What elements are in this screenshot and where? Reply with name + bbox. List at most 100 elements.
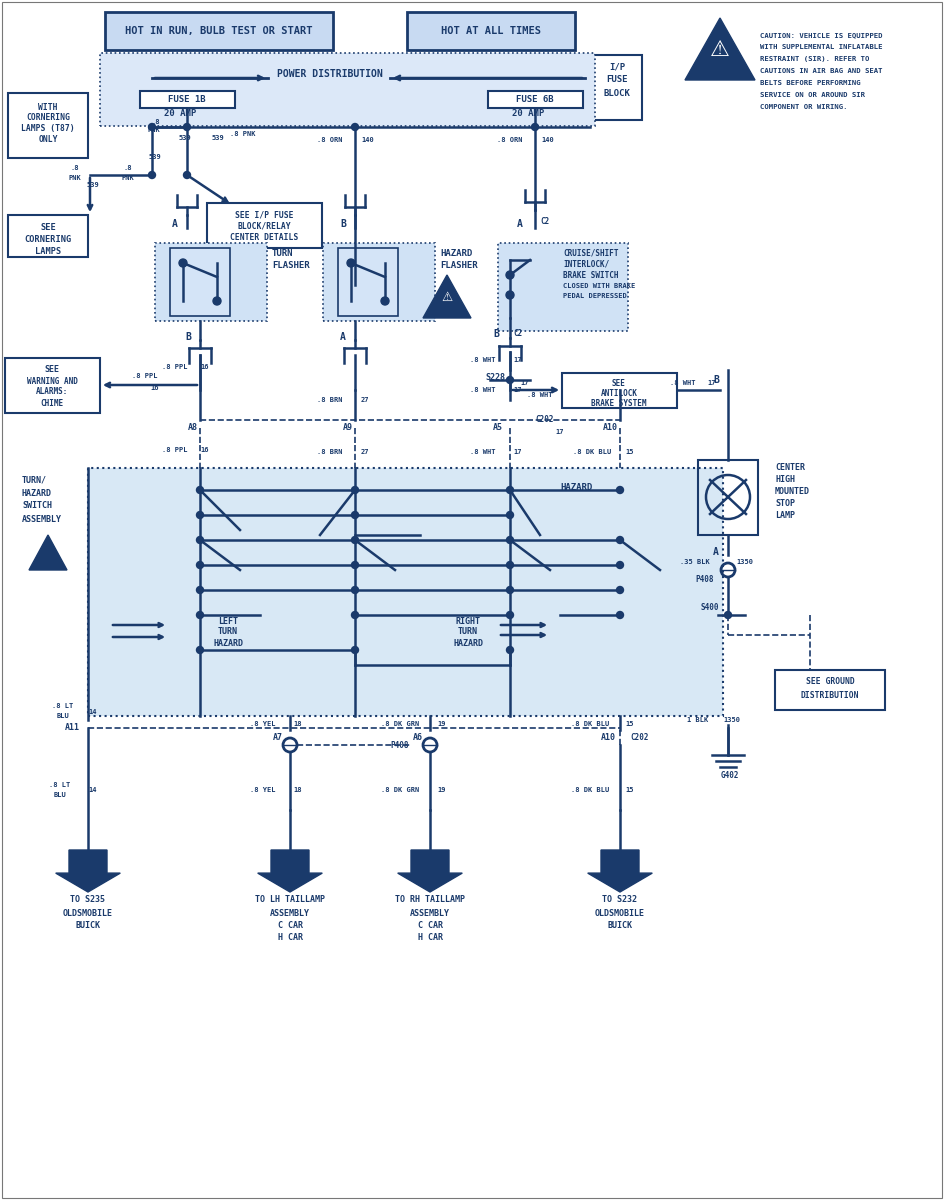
Text: CORNERING: CORNERING [25,235,72,245]
Circle shape [616,486,623,493]
Text: LAMPS (T87): LAMPS (T87) [21,125,75,133]
Text: 17: 17 [514,386,522,392]
Bar [170,248,230,316]
Text: 16: 16 [151,385,160,391]
Circle shape [507,562,514,569]
Text: .8 PPL: .8 PPL [132,373,158,379]
Text: HAZARD: HAZARD [22,488,52,498]
Text: ANTILOCK: ANTILOCK [600,389,637,397]
Bar [407,12,575,50]
Text: TO S235: TO S235 [71,895,106,905]
Text: 20 AMP: 20 AMP [512,109,544,119]
Bar [8,215,88,257]
Text: B: B [340,218,346,229]
Circle shape [506,271,514,278]
Text: TURN: TURN [458,628,478,636]
Text: SEE: SEE [41,223,56,233]
Text: DISTRIBUTION: DISTRIBUTION [801,690,859,700]
Text: 140: 140 [542,137,554,143]
Text: POWER DISTRIBUTION: POWER DISTRIBUTION [278,68,383,79]
Text: CENTER: CENTER [775,463,805,473]
Polygon shape [588,850,652,892]
Text: BUICK: BUICK [76,920,100,930]
Text: C CAR: C CAR [417,920,443,930]
Text: A: A [517,218,523,229]
Text: 15: 15 [626,449,634,455]
Circle shape [507,377,514,384]
Bar [8,92,88,158]
Text: .8 PPL: .8 PPL [162,446,188,452]
Text: HAZARD: HAZARD [440,248,472,258]
Bar [5,358,100,413]
Text: CORNERING: CORNERING [26,114,70,122]
Text: .8 WHT: .8 WHT [528,392,553,398]
Text: TURN: TURN [218,628,238,636]
Text: ⚠: ⚠ [710,40,730,60]
Text: WARNING AND: WARNING AND [26,377,77,385]
Text: .8 WHT: .8 WHT [470,386,496,392]
Text: H CAR: H CAR [278,932,302,942]
Text: CRUISE/SHIFT: CRUISE/SHIFT [563,248,618,258]
Circle shape [531,124,538,131]
Text: A8: A8 [188,424,198,432]
Text: HAZARD: HAZARD [560,484,592,492]
Text: ASSEMBLY: ASSEMBLY [22,515,62,523]
Text: 140: 140 [362,137,375,143]
Circle shape [507,612,514,618]
Text: SWITCH: SWITCH [22,502,52,510]
Text: 19: 19 [438,787,447,793]
Bar [207,203,322,248]
Text: .8: .8 [71,164,79,170]
Text: PNK: PNK [122,175,134,181]
Circle shape [507,536,514,544]
Text: ASSEMBLY: ASSEMBLY [410,908,450,918]
Text: P408: P408 [391,740,410,750]
Text: 539: 539 [87,182,99,188]
Text: LEFT: LEFT [218,618,238,626]
Circle shape [507,587,514,594]
Bar [562,373,677,408]
Text: C2: C2 [540,217,549,227]
Bar [698,460,758,535]
Text: TO RH TAILLAMP: TO RH TAILLAMP [395,895,465,905]
Text: .8 WHT: .8 WHT [470,358,496,362]
Text: HOT AT ALL TIMES: HOT AT ALL TIMES [441,26,541,36]
Text: .8 DK GRN: .8 DK GRN [380,787,419,793]
Text: 17: 17 [514,449,522,455]
Circle shape [196,587,204,594]
Circle shape [616,612,623,618]
Bar [488,91,583,108]
Text: PEDAL DEPRESSED: PEDAL DEPRESSED [563,293,627,299]
Text: BUICK: BUICK [608,920,632,930]
Text: TURN: TURN [272,248,294,258]
Text: CAUTION: VEHICLE IS EQUIPPED: CAUTION: VEHICLE IS EQUIPPED [760,32,883,38]
Circle shape [347,259,355,266]
Text: SEE I/P FUSE: SEE I/P FUSE [235,210,294,220]
Text: S228: S228 [485,373,505,383]
Bar [498,242,628,331]
Text: C202: C202 [536,415,554,425]
Text: 27: 27 [361,449,369,455]
Circle shape [351,587,359,594]
Text: BELTS BEFORE PERFORMING: BELTS BEFORE PERFORMING [760,80,861,86]
Text: A10: A10 [602,424,617,432]
Circle shape [196,562,204,569]
Text: 1350: 1350 [723,716,740,722]
Text: CAUTIONS IN AIR BAG AND SEAT: CAUTIONS IN AIR BAG AND SEAT [760,68,883,74]
Bar [775,670,885,710]
Text: A10: A10 [600,732,615,742]
Text: S400: S400 [700,602,719,612]
Text: CHIME: CHIME [41,398,63,408]
Bar [338,248,398,316]
Text: 15: 15 [626,787,634,793]
Text: RESTRAINT (SIR). REFER TO: RESTRAINT (SIR). REFER TO [760,56,869,62]
Text: RIGHT: RIGHT [456,618,480,626]
Text: 14: 14 [89,709,97,715]
Circle shape [148,124,156,131]
Circle shape [351,612,359,618]
Text: BLOCK: BLOCK [603,89,631,97]
Text: A6: A6 [413,732,423,742]
Bar [100,53,595,126]
Text: 17: 17 [521,380,530,386]
Circle shape [616,587,623,594]
